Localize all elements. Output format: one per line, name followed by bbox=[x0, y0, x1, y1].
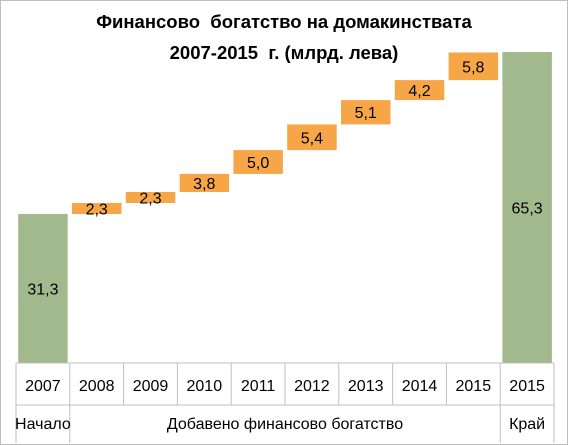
data-label-5: 5,0 bbox=[247, 155, 269, 172]
tick-label-3: 2009 bbox=[133, 378, 169, 395]
data-label-7: 5,1 bbox=[355, 105, 377, 122]
tick-label-5: 2011 bbox=[241, 378, 276, 395]
tick-label-6: 2012 bbox=[294, 378, 330, 395]
data-label-8: 4,2 bbox=[408, 83, 430, 100]
data-label-9: 5,8 bbox=[462, 59, 484, 76]
tick-label-8: 2014 bbox=[402, 378, 438, 395]
bar-10 bbox=[502, 52, 552, 363]
tick-label-9: 2015 bbox=[456, 378, 492, 395]
tick-label-7: 2013 bbox=[348, 378, 384, 395]
data-label-10: 65,3 bbox=[512, 201, 543, 218]
data-label-4: 3,8 bbox=[193, 176, 215, 193]
tick-label-4: 2010 bbox=[187, 378, 223, 395]
bar-5 bbox=[233, 150, 283, 174]
tick-label-10: 2015 bbox=[509, 378, 545, 395]
bar-2 bbox=[72, 203, 122, 214]
bar-4 bbox=[179, 173, 230, 192]
bar-6 bbox=[287, 124, 337, 151]
data-label-2: 2,3 bbox=[86, 202, 108, 219]
bar-3 bbox=[125, 192, 176, 203]
bar-9 bbox=[448, 52, 499, 81]
bar-8 bbox=[394, 80, 445, 101]
chart-title-line-1: Финансово богатство на домакинствата bbox=[96, 11, 472, 32]
data-label-6: 5,4 bbox=[301, 130, 323, 147]
tick-label-2: 2008 bbox=[79, 378, 115, 395]
group-label-1: Начало bbox=[15, 416, 71, 433]
group-label-2: Добавено финансово богатство bbox=[167, 416, 403, 433]
chart-title: Финансово богатство на домакинствата 200… bbox=[0, 6, 568, 68]
data-label-3: 2,3 bbox=[139, 191, 161, 208]
bar-7 bbox=[341, 100, 391, 125]
chart-title-line-2: 2007-2015 г. (млрд. лева) bbox=[169, 42, 399, 63]
tick-label-1: 2007 bbox=[25, 378, 61, 395]
data-label-1: 31,3 bbox=[27, 282, 58, 299]
bar-1 bbox=[18, 213, 68, 363]
group-label-3: Край bbox=[509, 416, 545, 433]
